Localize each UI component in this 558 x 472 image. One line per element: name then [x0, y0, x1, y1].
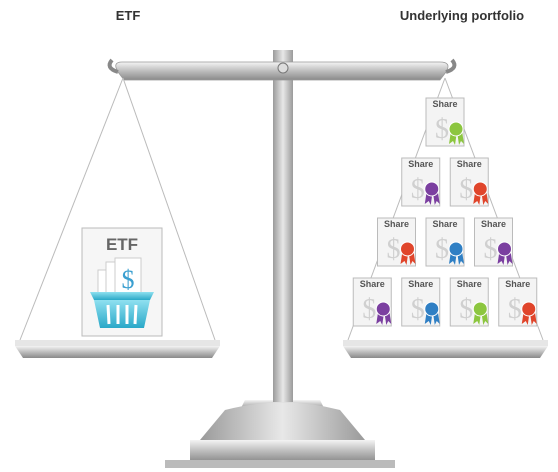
share-ribbon [449, 122, 463, 136]
etf-card: ETF $ [82, 228, 162, 336]
scale-beam [110, 60, 455, 80]
share-ribbon [425, 182, 439, 196]
share-ribbon [401, 242, 415, 256]
share-card: Share $ [402, 278, 440, 326]
share-label: Share [408, 279, 433, 289]
share-pyramid: Share$Share$Share$Share$Share$Share$Shar… [353, 98, 537, 326]
share-dollar-icon: $ [411, 294, 425, 325]
share-card: Share $ [378, 218, 416, 266]
share-ribbon [473, 182, 487, 196]
share-dollar-icon: $ [435, 234, 449, 265]
share-ribbon [376, 302, 390, 316]
share-card: Share $ [450, 278, 488, 326]
right-heading: Underlying portfolio [400, 8, 524, 23]
share-dollar-icon: $ [411, 174, 425, 205]
share-card: Share $ [426, 218, 464, 266]
scale-diagram: ETF Underlying portfolio ETF $ [0, 0, 558, 472]
scale-post [273, 50, 293, 402]
share-card: Share $ [450, 158, 488, 206]
share-card: Share $ [402, 158, 440, 206]
right-pan [343, 340, 548, 358]
etf-card-label: ETF [106, 235, 138, 254]
svg-text:$: $ [122, 265, 135, 294]
share-dollar-icon: $ [459, 294, 473, 325]
share-card: Share $ [475, 218, 513, 266]
share-ribbon [473, 302, 487, 316]
share-label: Share [457, 279, 482, 289]
share-label: Share [384, 219, 409, 229]
share-ribbon [522, 302, 536, 316]
scale-base [165, 400, 395, 468]
page: ETF Underlying portfolio ETF $ [0, 0, 558, 472]
share-card: Share $ [426, 98, 464, 146]
share-label: Share [408, 159, 433, 169]
share-label: Share [505, 279, 530, 289]
left-pan [15, 340, 220, 358]
left-heading: ETF [116, 8, 141, 23]
share-card: Share $ [499, 278, 537, 326]
share-ribbon [498, 242, 512, 256]
share-label: Share [432, 99, 457, 109]
share-dollar-icon: $ [435, 114, 449, 145]
share-card: Share $ [353, 278, 391, 326]
share-dollar-icon: $ [387, 234, 401, 265]
share-label: Share [432, 219, 457, 229]
share-label: Share [360, 279, 385, 289]
share-label: Share [481, 219, 506, 229]
share-dollar-icon: $ [362, 294, 376, 325]
share-ribbon [425, 302, 439, 316]
share-dollar-icon: $ [459, 174, 473, 205]
share-label: Share [457, 159, 482, 169]
share-ribbon [449, 242, 463, 256]
share-dollar-icon: $ [508, 294, 522, 325]
share-dollar-icon: $ [484, 234, 498, 265]
